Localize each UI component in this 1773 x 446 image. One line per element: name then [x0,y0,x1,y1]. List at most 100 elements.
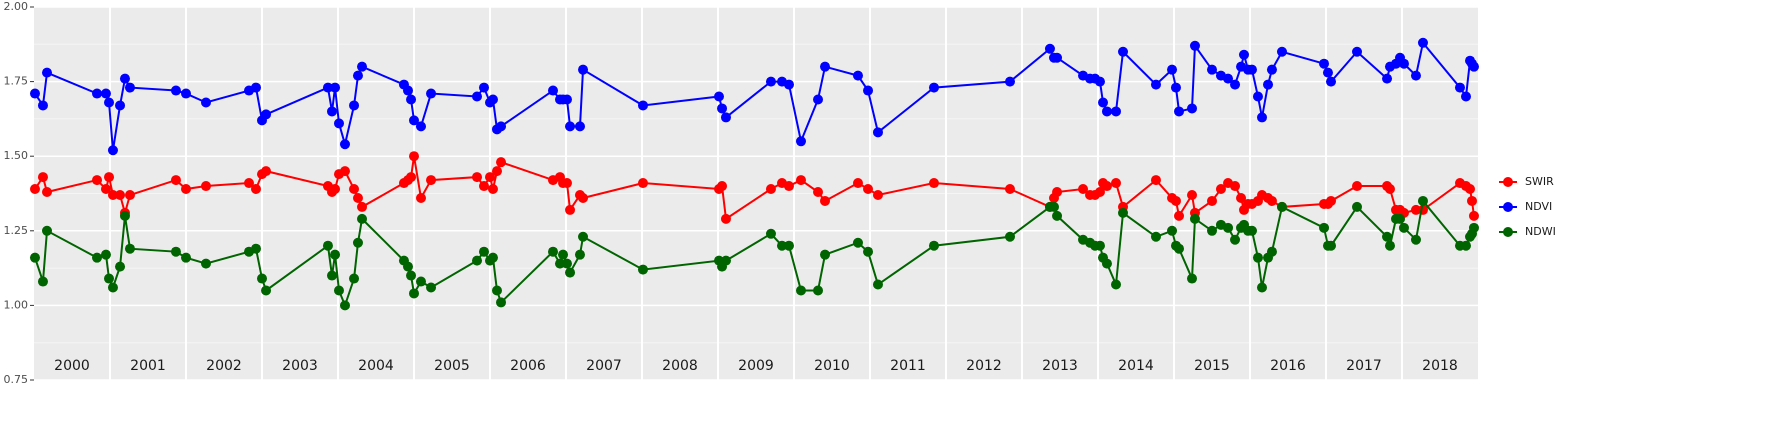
point [1252,252,1263,263]
point [472,91,483,102]
point [349,273,360,284]
legend-label: NDWI [1525,225,1556,238]
point [776,240,787,251]
point [1238,49,1249,60]
point [1319,58,1330,69]
point [1246,225,1257,236]
point [852,70,863,81]
point [1118,207,1129,218]
point [813,285,824,296]
point [1187,273,1198,284]
point [863,246,874,257]
point [1468,210,1479,221]
point [1410,70,1421,81]
point [713,91,724,102]
point [783,181,794,192]
point [29,184,40,195]
point [1410,204,1421,215]
point [1207,64,1217,75]
point [1052,210,1063,221]
point [1468,61,1479,72]
point [29,252,40,263]
point [578,64,589,75]
point [415,121,426,132]
point [426,282,437,293]
point [820,195,831,206]
point [326,270,337,281]
point [1465,184,1476,195]
point [1101,106,1112,117]
point [200,181,211,192]
y-tick-label: 1.25 [4,224,29,237]
point [92,252,103,263]
point [1004,184,1015,195]
point [170,246,181,257]
point [578,231,589,242]
point [1460,240,1471,251]
point [333,285,344,296]
point [1466,195,1477,206]
point [330,82,341,93]
point [339,166,350,177]
y-tick-label: 2.00 [4,0,29,13]
point [1454,82,1465,93]
point [250,184,261,195]
point [92,175,103,186]
point [795,175,806,186]
point [200,97,211,108]
point [487,94,498,105]
point [1382,73,1393,84]
point [765,184,776,195]
year-label: 2013 [1042,358,1078,374]
year-label: 2015 [1194,358,1230,374]
point [872,279,883,290]
point [1004,231,1015,242]
year-label: 2014 [1118,358,1154,374]
point [1150,175,1161,186]
legend-key [1503,202,1513,212]
point [1207,225,1217,236]
point [409,151,419,162]
point [181,184,191,195]
point [783,240,794,251]
year-label: 2018 [1422,358,1458,374]
point [1111,106,1122,117]
point [426,175,437,186]
point [491,166,502,177]
point [1094,76,1105,87]
point [1266,64,1277,75]
point [326,106,337,117]
point [357,213,368,224]
point [1101,181,1112,192]
point [1174,210,1185,221]
point [565,204,576,215]
point [1252,91,1263,102]
point [349,184,360,195]
y-tick-label: 1.75 [4,75,29,88]
point [1174,106,1185,117]
point [402,261,413,272]
point [574,121,585,132]
point [1230,234,1241,245]
point [107,145,118,156]
point [352,192,363,203]
point [548,85,559,96]
year-label: 2008 [662,358,698,374]
point [1189,213,1200,224]
year-label: 2009 [738,358,774,374]
point [1257,282,1268,293]
point [1094,187,1105,198]
point [339,300,350,311]
point [1410,234,1421,245]
point [720,112,731,123]
point [352,237,363,248]
point [1048,201,1059,212]
point [1326,76,1337,87]
point [813,94,824,105]
point [37,172,48,183]
point [41,67,52,78]
year-label: 2010 [814,358,850,374]
point [1417,37,1428,48]
point [1352,201,1363,212]
